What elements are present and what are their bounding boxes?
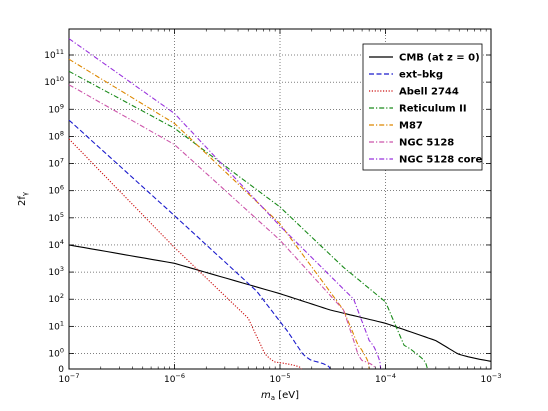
x-axis-label: ma [eV] bbox=[261, 390, 299, 402]
legend-label: NGC 5128 bbox=[399, 138, 454, 149]
legend-label: ext–bkg bbox=[399, 70, 443, 81]
x-axis-label-unit: [eV] bbox=[275, 390, 299, 401]
y-tick-label: 1010 bbox=[44, 75, 64, 88]
y-axis-label-main: 2f bbox=[17, 196, 28, 206]
x-tick-label: 10−4 bbox=[375, 372, 396, 385]
y-tick-label: 102 bbox=[48, 292, 64, 305]
series-line bbox=[68, 138, 302, 370]
legend-label: Reticulum II bbox=[399, 104, 467, 115]
x-tick-label: 10−5 bbox=[269, 372, 290, 385]
series-layer bbox=[68, 38, 492, 370]
series-line bbox=[68, 84, 376, 370]
y-tick-label: 101 bbox=[48, 319, 64, 332]
series-line bbox=[68, 58, 370, 370]
series-line bbox=[68, 244, 492, 362]
y-tick-label: 103 bbox=[48, 265, 64, 278]
x-axis-label-main: m bbox=[261, 390, 271, 401]
y-axis-label-sub: γ bbox=[21, 192, 29, 196]
legend-label: Abell 2744 bbox=[399, 87, 459, 98]
legend-label: NGC 5128 core bbox=[399, 155, 482, 166]
y-tick-label: 108 bbox=[48, 129, 64, 142]
y-tick-label: 105 bbox=[48, 211, 64, 224]
series-line bbox=[68, 119, 331, 370]
x-axis-label-sub: a bbox=[271, 394, 275, 402]
y-tick-label: 0 bbox=[58, 365, 64, 375]
legend-label: CMB (at z = 0) bbox=[399, 53, 480, 64]
x-tick-label: 10−3 bbox=[480, 372, 501, 385]
series-line bbox=[68, 70, 429, 370]
y-tick-label: 106 bbox=[48, 184, 64, 197]
x-tick-label: 10−6 bbox=[164, 372, 185, 385]
legend-box bbox=[362, 43, 483, 171]
y-tick-label: 104 bbox=[48, 238, 64, 251]
legend-entries: CMB (at z = 0) ext–bkg Abell 2744 Reticulum… bbox=[369, 53, 482, 166]
y-tick-label: 109 bbox=[48, 102, 64, 115]
y-tick-label: 1011 bbox=[44, 48, 64, 61]
tick-labels: 10−7 10−6 10−5 10−4 10−3 0 100 101 102 103 104 105 1… bbox=[44, 48, 501, 385]
y-tick-label: 107 bbox=[48, 157, 64, 170]
x-tick-label: 10−7 bbox=[58, 372, 79, 385]
legend: CMB (at z = 0) ext–bkg Abell 2744 Reticulum… bbox=[362, 43, 483, 171]
legend-label: M87 bbox=[399, 121, 423, 132]
ticks-layer bbox=[68, 29, 492, 370]
y-tick-label: 100 bbox=[48, 347, 64, 360]
y-axis-label: 2fγ bbox=[17, 192, 29, 206]
